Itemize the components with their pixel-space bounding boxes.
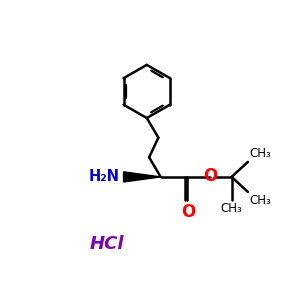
Text: H₂N: H₂N bbox=[89, 169, 120, 184]
Text: CH₃: CH₃ bbox=[249, 147, 271, 160]
Text: CH₃: CH₃ bbox=[221, 202, 242, 215]
Text: O: O bbox=[203, 167, 218, 185]
Text: HCl: HCl bbox=[90, 235, 124, 253]
Polygon shape bbox=[124, 172, 161, 182]
Text: O: O bbox=[182, 203, 196, 221]
Text: CH₃: CH₃ bbox=[249, 194, 271, 207]
